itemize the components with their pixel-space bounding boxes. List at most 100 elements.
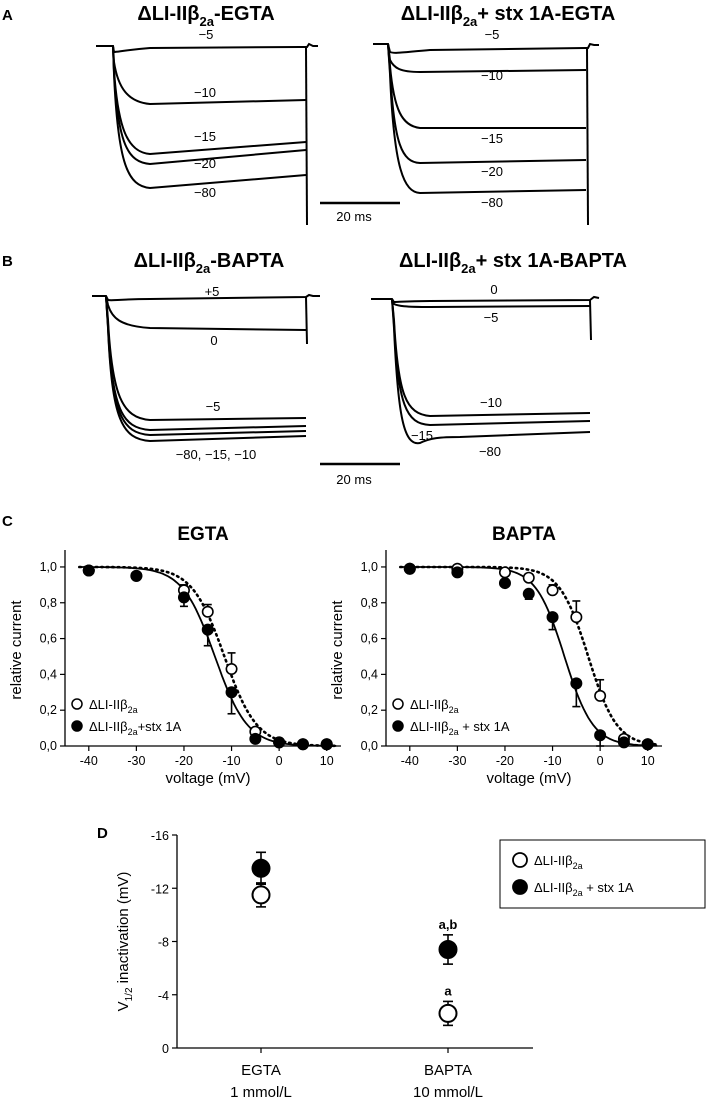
- y-tick-label: 0,4: [40, 667, 57, 681]
- y-tick-label: -8: [158, 936, 169, 950]
- scale-bar-label-b: 20 ms: [336, 472, 372, 487]
- trace-label: −15: [481, 131, 503, 146]
- chart-title: EGTA: [177, 524, 229, 545]
- trace-line: [305, 296, 308, 345]
- trace-label: −5: [199, 27, 214, 42]
- significance-label: a: [444, 983, 452, 998]
- trace-label: −80, −15, −10: [176, 447, 257, 462]
- legend-label-main: ΔLI-IIβ: [89, 697, 128, 712]
- legend-box: [499, 839, 706, 909]
- legend-marker: [512, 879, 528, 895]
- trace-line: [112, 45, 307, 166]
- trace-label: −10: [480, 395, 502, 410]
- legend-label: ΔLI-IIβ2a+stx 1A: [89, 719, 182, 737]
- legend-marker: [71, 698, 83, 710]
- y-tick-label: 0,4: [361, 667, 378, 681]
- data-point: [570, 677, 583, 690]
- chart-v-half: 0 -4 -8 -12 -16 EGTA 1 mmol/L BAPTA 10 mmol/L V1/…: [115, 829, 706, 1101]
- x-category-label: BAPTA: [424, 1062, 472, 1079]
- data-point: [251, 885, 271, 905]
- y-tick-label: 0,6: [40, 632, 57, 646]
- legend-label-tail: +stx 1A: [138, 719, 182, 734]
- legend-marker: [392, 698, 404, 710]
- panel-label-d: D: [97, 825, 108, 842]
- panel-label-b: B: [2, 253, 13, 270]
- trace-line: [387, 43, 587, 195]
- x-tick-label: -10: [223, 754, 241, 768]
- chart-title: BAPTA: [492, 524, 556, 545]
- current-traces-a-left: [96, 42, 318, 226]
- legend-label-sub: 2a: [128, 727, 138, 737]
- data-point: [546, 611, 559, 624]
- data-point: [251, 858, 271, 878]
- data-point: [177, 591, 190, 604]
- data-point: [201, 605, 214, 618]
- scale-bar-label-a: 20 ms: [336, 209, 372, 224]
- data-point: [273, 736, 286, 749]
- data-point: [498, 577, 511, 590]
- trace-line: [371, 295, 600, 304]
- trace-label: +5: [205, 284, 220, 299]
- data-point: [617, 736, 630, 749]
- y-tick-label: 0,6: [361, 632, 378, 646]
- x-tick-label: -30: [127, 754, 145, 768]
- trace-line: [391, 298, 591, 309]
- x-tick-label: -30: [448, 754, 466, 768]
- legend-marker: [71, 720, 83, 732]
- x-tick-label: -10: [544, 754, 562, 768]
- data-point: [438, 1003, 458, 1023]
- data-point: [594, 729, 607, 742]
- trace-line: [387, 43, 586, 129]
- legend-label-sub: 2a: [449, 727, 459, 737]
- chart-egta: EGTA 0,0 0,2 0,4 0,6 0,8 1,0 -40 -30 -20 -10 0 10 vol…: [8, 524, 341, 787]
- y-tick-label: 0,8: [40, 596, 57, 610]
- trace-label: −5: [206, 399, 221, 414]
- data-point: [570, 611, 583, 624]
- data-point: [249, 732, 262, 745]
- data-point: [641, 738, 654, 751]
- panel-d: D 0 -4 -8 -12 -16 EGTA 1 mmol/L BAPTA 10 mmol/L V…: [97, 825, 706, 1101]
- legend-label-sub: 2a: [573, 888, 583, 898]
- trace-line: [96, 42, 318, 54]
- legend-label-sub: 2a: [573, 861, 583, 871]
- panel-a: A ΔLI-IIβ2a-EGTA ΔLI-IIβ2a+ stx 1A-EGTA …: [2, 3, 616, 226]
- data-point: [296, 738, 309, 751]
- y-tick-label: -16: [151, 829, 169, 843]
- data-point: [498, 566, 511, 579]
- trace-label: 0: [210, 333, 217, 348]
- y-tick-label: 0: [162, 1042, 169, 1056]
- x-tick-label: 10: [641, 754, 655, 768]
- trace-label: −5: [484, 310, 499, 325]
- y-axis-label-tail: inactivation (mV): [115, 872, 132, 988]
- legend-label: ΔLI-IIβ2a + stx 1A: [534, 880, 634, 898]
- trace-line: [112, 45, 307, 190]
- trace-line: [586, 47, 589, 226]
- trace-line: [92, 293, 320, 302]
- data-point: [225, 686, 238, 699]
- y-tick-label: -4: [158, 989, 169, 1003]
- trace-label: −80: [479, 444, 501, 459]
- legend-label: ΔLI-IIβ2a: [534, 853, 583, 871]
- legend-label-main: ΔLI-IIβ: [89, 719, 128, 734]
- data-point: [320, 738, 333, 751]
- trace-title-a-right: ΔLI-IIβ2a+ stx 1A-EGTA: [401, 3, 616, 29]
- trace-line: [105, 295, 307, 443]
- trace-label: −10: [481, 68, 503, 83]
- trace-title-b-right: ΔLI-IIβ2a+ stx 1A-BAPTA: [399, 250, 627, 276]
- y-tick-label: 1,0: [40, 560, 57, 574]
- trace-line: [589, 299, 592, 341]
- x-tick-label: 10: [320, 754, 334, 768]
- data-point: [594, 689, 607, 702]
- y-axis-label-main: V: [115, 1001, 132, 1011]
- data-point: [225, 663, 238, 676]
- x-tick-label: -20: [496, 754, 514, 768]
- trace-label: −10: [194, 85, 216, 100]
- data-point: [201, 623, 214, 636]
- y-axis-label: V1/2 inactivation (mV): [115, 872, 135, 1012]
- legend-label-sub: 2a: [128, 705, 138, 715]
- current-traces-a-right: [373, 42, 599, 226]
- trace-label: −20: [481, 164, 503, 179]
- legend-label-main: ΔLI-IIβ: [410, 697, 449, 712]
- current-traces-b-left: [92, 293, 320, 443]
- y-axis-label-sub: 1/2: [124, 987, 135, 1001]
